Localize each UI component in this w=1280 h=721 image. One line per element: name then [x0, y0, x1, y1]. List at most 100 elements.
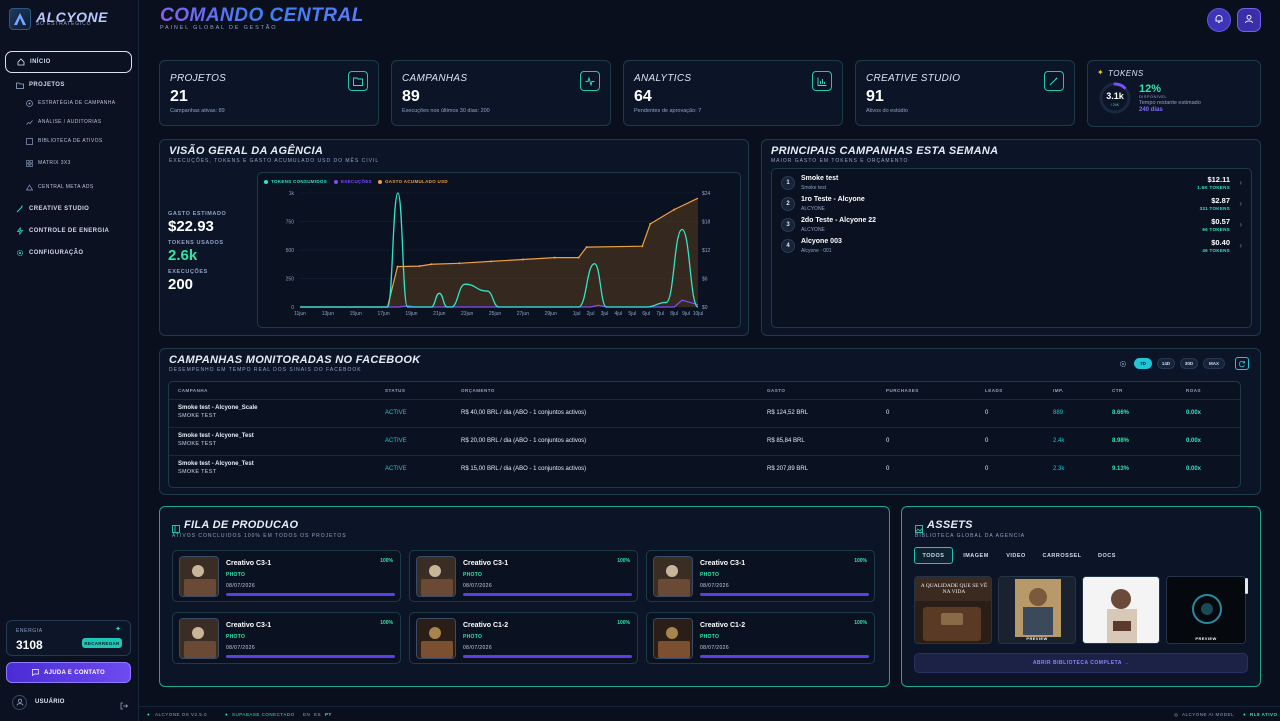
x-tick-label: 3jul: [601, 311, 609, 317]
campaign-name: Smoke test - Alcyone_Test: [178, 461, 254, 467]
column-header[interactable]: ROAS: [1186, 388, 1202, 393]
queue-item-percent: 100%: [380, 620, 393, 626]
asset-thumbnail[interactable]: A QUALIDADE QUE SE VÊ NA VIDA: [914, 576, 992, 644]
gear-icon[interactable]: [1117, 358, 1129, 370]
tab-docs[interactable]: DOCS: [1098, 552, 1116, 559]
lang-es[interactable]: ES: [314, 712, 322, 717]
range-30d[interactable]: 30D: [1180, 358, 1198, 369]
stat-card-campanhas[interactable]: CAMPANHAS 89 Execuções nos últimos 30 di…: [391, 60, 611, 126]
range-14d[interactable]: 14D: [1157, 358, 1175, 369]
asset-thumbnail[interactable]: [1082, 576, 1160, 644]
open-library-button[interactable]: ABRIR BIBLIOTECA COMPLETA →: [914, 653, 1248, 673]
campaign-sub: Smoke test: [801, 185, 827, 191]
sparkle-icon: ✦: [115, 626, 121, 633]
campaign-name: Alcyone 003: [801, 238, 842, 245]
agency-overview-panel: VISÃO GERAL DA AGÊNCIA EXECUÇÕES, TOKENS…: [159, 139, 749, 336]
table-row[interactable]: Smoke test - Alcyone_Scale SMOKE TEST AC…: [169, 399, 1240, 427]
scrollbar[interactable]: [1245, 578, 1248, 594]
bell-icon: [1214, 11, 1224, 29]
tab-video[interactable]: VIDEO: [1006, 552, 1026, 559]
lang-en[interactable]: EN: [303, 712, 311, 717]
sidebar-item-label: ANÁLISE / AUDITORIAS: [38, 119, 102, 125]
queue-item[interactable]: Creativo C1-2 100% PHOTO 08/07/2026: [409, 612, 638, 664]
queue-item-name: Creativo C1-2: [463, 622, 509, 629]
sidebar-item-inicio[interactable]: INÍCIO: [5, 51, 132, 73]
help-contact-label: AJUDA E CONTATO: [44, 669, 105, 676]
stat-card-analytics[interactable]: ANALYTICS 64 Pendentes de aprovação: 7: [623, 60, 843, 126]
sidebar-item-energia[interactable]: CONTROLE DE ENERGIA: [5, 220, 132, 242]
sidebar-item-estrategia[interactable]: ESTRATÉGIA DE CAMPANHA: [26, 96, 116, 110]
y2-tick-label: $24: [702, 191, 711, 197]
tab-todos[interactable]: TODOS: [914, 547, 953, 564]
spend-label: GASTO ESTIMADO: [168, 211, 227, 217]
notifications-button[interactable]: [1207, 8, 1231, 32]
sidebar-item-meta-ads[interactable]: CENTRAL META ADS: [26, 180, 94, 194]
section-title: VISÃO GERAL DA AGÊNCIA: [169, 145, 324, 157]
campaign-sub: SMOKE TEST: [178, 469, 217, 475]
column-header[interactable]: CTR: [1112, 388, 1123, 393]
tab-carrossel[interactable]: CARROSSEL: [1042, 552, 1082, 559]
list-item[interactable]: 4 Alcyone 003 Alcyone · 001 $0.40 46 TOK…: [772, 236, 1251, 256]
user-row[interactable]: USUÁRIO: [12, 694, 128, 710]
campaign-name: Smoke test - Alcyone_Test: [178, 433, 254, 439]
tab-imagem[interactable]: IMAGEM: [963, 552, 989, 559]
asset-thumbnail[interactable]: PREVIEW: [998, 576, 1076, 644]
queue-item[interactable]: Creativo C3-1 100% PHOTO 08/07/2026: [409, 550, 638, 602]
meta-icon: [26, 183, 33, 191]
column-header[interactable]: LEADS: [985, 388, 1003, 393]
tokens-card[interactable]: ✦ TOKENS 3.1k / 24K 12% DISPONÍVEL Tempo…: [1087, 60, 1261, 127]
y-tick-label: 250: [286, 277, 295, 283]
column-header[interactable]: CAMPANHA: [178, 388, 208, 393]
sidebar-item-projetos[interactable]: PROJETOS: [5, 74, 132, 96]
queue-thumbnail: [416, 556, 456, 597]
spend-point: [673, 208, 676, 211]
rank-badge: 2: [781, 197, 795, 211]
list-item[interactable]: 3 2do Teste - Alcyone 22 ALCYONE $0.57 6…: [772, 215, 1251, 235]
queue-item-type: PHOTO: [463, 572, 483, 578]
queue-item-date: 08/07/2026: [226, 645, 256, 651]
connection-status: SUPABASE CONECTADO: [232, 712, 295, 717]
queue-item-percent: 100%: [854, 558, 867, 564]
home-icon: [16, 58, 25, 67]
column-header[interactable]: ORÇAMENTO: [461, 388, 495, 393]
queue-item[interactable]: Creativo C3-1 100% PHOTO 08/07/2026: [172, 550, 401, 602]
rank-badge: 1: [781, 176, 795, 190]
sidebar-item-biblioteca[interactable]: BIBLIOTECA DE ATIVOS: [26, 134, 103, 148]
purchases-cell: 0: [886, 438, 890, 444]
sidebar-item-creative-studio[interactable]: CREATIVE STUDIO: [5, 198, 132, 220]
sidebar-item-analise[interactable]: ANÁLISE / AUDITORIAS: [26, 115, 101, 129]
x-tick-label: 4jul: [615, 311, 623, 317]
sidebar-item-matrix[interactable]: MATRIX 3X3: [26, 156, 71, 170]
legend-label: EXECUÇÕES: [341, 179, 372, 184]
queue-item[interactable]: Creativo C1-2 100% PHOTO 08/07/2026: [646, 612, 875, 664]
campaign-tokens: 66 TOKENS: [1202, 227, 1230, 232]
logout-icon[interactable]: [120, 697, 128, 715]
range-max[interactable]: MAX: [1203, 358, 1225, 369]
table-row[interactable]: Smoke test - Alcyone_Test SMOKE TEST ACT…: [169, 427, 1240, 455]
tokens-ring-value: 3.1k: [1106, 91, 1125, 101]
table-row[interactable]: Smoke test - Alcyone_Test SMOKE TEST ACT…: [169, 455, 1240, 483]
lang-pt[interactable]: PT: [325, 712, 332, 717]
help-contact-button[interactable]: AJUDA E CONTATO: [6, 662, 131, 683]
column-header[interactable]: GASTO: [767, 388, 786, 393]
column-header[interactable]: IMP.: [1053, 388, 1064, 393]
refresh-button[interactable]: [1235, 357, 1249, 370]
queue-item[interactable]: Creativo C3-1 100% PHOTO 08/07/2026: [172, 612, 401, 664]
profile-button[interactable]: [1237, 8, 1261, 32]
queue-thumbnail: [179, 556, 219, 597]
column-header[interactable]: STATUS: [385, 388, 406, 393]
range-7d[interactable]: 7D: [1134, 358, 1152, 369]
chat-icon: [32, 669, 39, 676]
list-item[interactable]: 2 1ro Teste - Alcyone ALCYONE $2.87 331 …: [772, 194, 1251, 214]
roas-cell: 0.00x: [1186, 438, 1202, 444]
stat-card-creative-studio[interactable]: CREATIVE STUDIO 91 Ativos do estúdio: [855, 60, 1075, 126]
asset-thumbnail[interactable]: PREVIEW: [1166, 576, 1246, 644]
queue-item[interactable]: Creativo C3-1 100% PHOTO 08/07/2026: [646, 550, 875, 602]
list-item[interactable]: 1 Smoke test Smoke test $12.11 1.6K TOKE…: [772, 173, 1251, 193]
sidebar-item-configuracao[interactable]: CONFIGURAÇÃO: [5, 242, 132, 264]
recharge-button[interactable]: RECARREGAR: [82, 638, 122, 648]
spend-area: [300, 198, 698, 307]
column-header[interactable]: PURCHASES: [886, 388, 919, 393]
campaign-name: Smoke test: [801, 175, 839, 182]
stat-card-projetos[interactable]: PROJETOS 21 Campanhas ativas: 89: [159, 60, 379, 126]
